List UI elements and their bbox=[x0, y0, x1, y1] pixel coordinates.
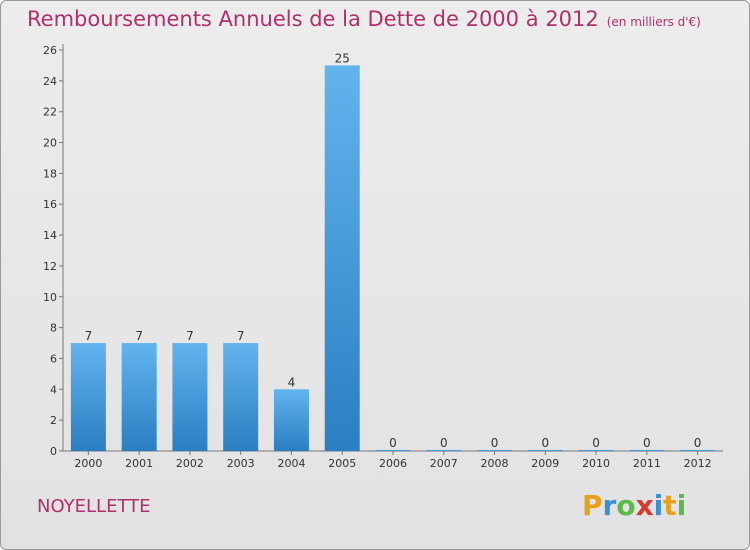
y-tick-label: 10 bbox=[43, 291, 57, 304]
chart-title: Remboursements Annuels de la Dette de 20… bbox=[27, 7, 701, 31]
data-label: 0 bbox=[694, 436, 702, 450]
logo-letter: r bbox=[602, 489, 617, 522]
proxiti-logo: Proxiti bbox=[582, 489, 686, 522]
x-tick-label: 2000 bbox=[74, 457, 102, 470]
x-tick-label: 2009 bbox=[531, 457, 559, 470]
y-tick-label: 8 bbox=[50, 322, 57, 335]
y-tick-label: 2 bbox=[50, 414, 57, 427]
logo-letter: P bbox=[582, 489, 603, 522]
chart-unit: (en milliers d'€) bbox=[606, 15, 701, 29]
data-label: 0 bbox=[541, 436, 549, 450]
y-tick-label: 14 bbox=[43, 229, 57, 242]
y-tick-label: 18 bbox=[43, 167, 57, 180]
x-tick-label: 2005 bbox=[328, 457, 356, 470]
data-label: 0 bbox=[592, 436, 600, 450]
data-label: 25 bbox=[335, 51, 350, 65]
x-tick-label: 2003 bbox=[227, 457, 255, 470]
data-label: 7 bbox=[85, 329, 93, 343]
x-tick-label: 2010 bbox=[582, 457, 610, 470]
bar bbox=[680, 450, 716, 451]
bar bbox=[629, 450, 665, 451]
y-tick-label: 26 bbox=[43, 44, 57, 57]
y-tick-label: 22 bbox=[43, 106, 57, 119]
logo-letter: i bbox=[653, 489, 664, 522]
bar bbox=[172, 343, 208, 451]
data-label: 0 bbox=[643, 436, 651, 450]
y-tick-label: 24 bbox=[43, 75, 57, 88]
data-label: 7 bbox=[186, 329, 194, 343]
y-tick-label: 12 bbox=[43, 260, 57, 273]
y-tick-label: 6 bbox=[50, 352, 57, 365]
data-label: 7 bbox=[237, 329, 245, 343]
data-label: 7 bbox=[135, 329, 143, 343]
city-name: NOYELLETTE bbox=[37, 496, 151, 517]
bar bbox=[324, 65, 360, 451]
logo-letter: o bbox=[616, 489, 636, 522]
y-tick-label: 0 bbox=[50, 445, 57, 458]
x-tick-label: 2008 bbox=[481, 457, 509, 470]
chart-title-text: Remboursements Annuels de la Dette de 20… bbox=[27, 7, 599, 31]
x-tick-label: 2004 bbox=[277, 457, 305, 470]
logo-letter: x bbox=[635, 489, 654, 522]
data-label: 4 bbox=[288, 375, 296, 389]
bar bbox=[578, 450, 614, 451]
y-tick-label: 4 bbox=[50, 383, 57, 396]
bar bbox=[527, 450, 563, 451]
x-tick-label: 2011 bbox=[633, 457, 661, 470]
x-tick-label: 2012 bbox=[684, 457, 712, 470]
data-label: 0 bbox=[491, 436, 499, 450]
x-tick-label: 2007 bbox=[430, 457, 458, 470]
data-label: 0 bbox=[440, 436, 448, 450]
logo-letter: t bbox=[663, 489, 677, 522]
x-tick-label: 2001 bbox=[125, 457, 153, 470]
bar bbox=[273, 389, 309, 451]
bar bbox=[70, 343, 106, 451]
y-tick-label: 20 bbox=[43, 137, 57, 150]
bar bbox=[426, 450, 462, 451]
bar bbox=[121, 343, 157, 451]
logo-letter: i bbox=[676, 489, 687, 522]
bar bbox=[477, 450, 513, 451]
y-tick-label: 16 bbox=[43, 198, 57, 211]
x-tick-label: 2002 bbox=[176, 457, 204, 470]
bar bbox=[375, 450, 411, 451]
data-label: 0 bbox=[389, 436, 397, 450]
bar bbox=[223, 343, 259, 451]
x-tick-label: 2006 bbox=[379, 457, 407, 470]
